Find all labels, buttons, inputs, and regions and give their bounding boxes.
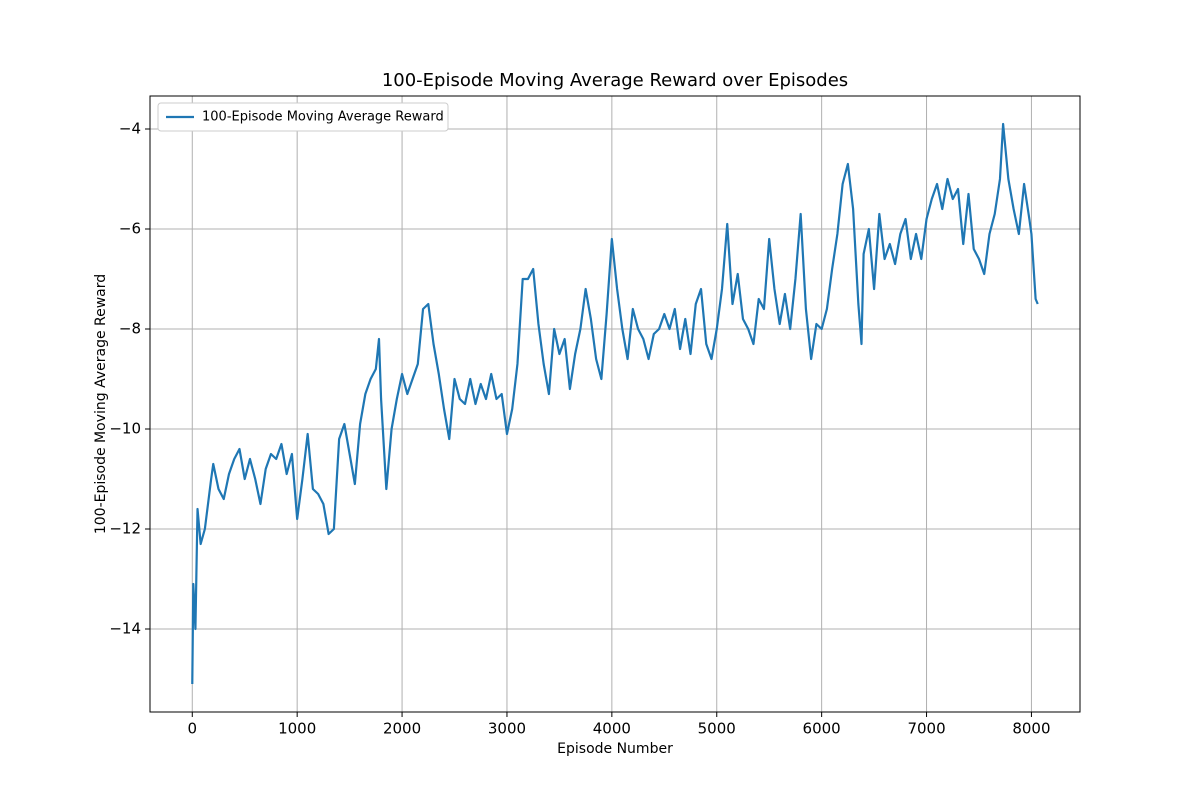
- x-tick-label: 5000: [698, 720, 736, 738]
- data-line: [191, 122, 1039, 685]
- y-tick-label: −10: [109, 420, 141, 438]
- x-tick-label: 1000: [278, 720, 316, 738]
- y-tick-label: −12: [109, 520, 141, 538]
- x-tick-label: 0: [187, 720, 197, 738]
- y-tick-label: −8: [119, 320, 141, 338]
- y-tick-label: −6: [119, 220, 141, 238]
- x-tick-label: 2000: [383, 720, 421, 738]
- y-tick-label: −14: [109, 620, 141, 638]
- y-axis-label: 100-Episode Moving Average Reward: [93, 274, 109, 534]
- x-tick-label: 7000: [907, 720, 945, 738]
- y-tick-label: −4: [119, 120, 141, 138]
- x-axis-label: Episode Number: [557, 741, 673, 757]
- x-tick-label: 6000: [803, 720, 841, 738]
- legend-label: 100-Episode Moving Average Reward: [202, 110, 444, 125]
- x-tick-label: 3000: [488, 720, 526, 738]
- x-tick-label: 4000: [593, 720, 631, 738]
- x-tick-label: 8000: [1012, 720, 1050, 738]
- plot-frame: [149, 95, 1081, 713]
- legend-box: [157, 102, 449, 132]
- chart-title: 100-Episode Moving Average Reward over E…: [382, 70, 848, 91]
